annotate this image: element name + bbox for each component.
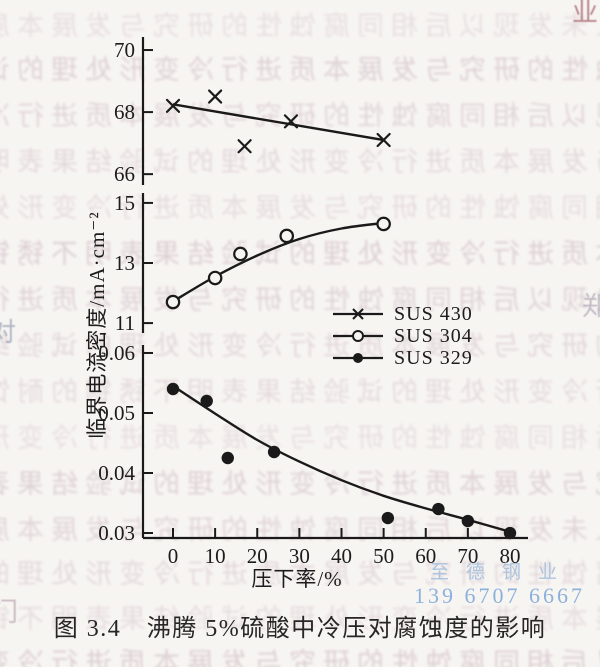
- y-tick-label: 13: [114, 251, 135, 275]
- figure-caption: 图 3.4 沸腾 5%硫酸中冷压对腐蚀度的影响: [53, 616, 547, 642]
- legend-item-sus-430: SUS 430: [330, 303, 473, 325]
- y-tick-label: 0.06: [98, 341, 135, 365]
- marker-x-icon: [237, 139, 252, 154]
- legend-label: SUS 329: [394, 346, 473, 369]
- x-tick-label: 30: [289, 544, 310, 568]
- x-tick-label: 50: [373, 544, 394, 568]
- legend-item-sus-304: SUS 304: [330, 325, 473, 347]
- legend-label: SUS 304: [394, 324, 473, 347]
- marker-open-circle-icon: [165, 294, 181, 310]
- marker-filled-circle-icon: [503, 526, 517, 540]
- marker-open-circle-icon: [279, 228, 295, 244]
- legend-dot-line-icon: [333, 353, 383, 363]
- marker-filled-circle-icon: [221, 451, 234, 465]
- marker-x-icon: [283, 114, 299, 129]
- marker-open-circle-icon: [376, 216, 391, 232]
- legend-item-sus-329: SUS 329: [330, 347, 473, 369]
- marker-filled-circle-icon: [200, 394, 213, 408]
- marker-filled-circle-icon: [461, 514, 475, 528]
- x-tick-label: 80: [500, 544, 521, 568]
- fit-line-sus-304: [172, 221, 384, 303]
- series-sus-304: [165, 216, 391, 310]
- y-tick-label: 68: [114, 100, 135, 124]
- fit-line-sus-329: [172, 384, 511, 533]
- legend-o-line-icon: [333, 330, 383, 342]
- y-tick-label: 0.05: [98, 401, 135, 425]
- series-sus-430: [165, 89, 391, 154]
- x-axis-title: 压下率/%: [251, 567, 343, 591]
- marker-filled-circle-icon: [166, 382, 180, 396]
- y-tick-label: 0.04: [98, 461, 135, 485]
- marker-open-circle-icon: [233, 246, 248, 262]
- marker-x-icon: [208, 89, 223, 104]
- x-tick-label: 10: [205, 544, 226, 568]
- legend-label: SUS 430: [394, 302, 473, 325]
- marker-x-icon: [165, 98, 181, 113]
- x-tick-label: 40: [331, 544, 352, 568]
- y-tick-label: 0.03: [98, 521, 135, 545]
- y-axis-title: 临界电流密度/mA·cm⁻²: [85, 211, 109, 439]
- marker-open-circle-icon: [207, 270, 223, 286]
- fit-line-sus-430: [172, 103, 384, 142]
- x-tick-label: 0: [168, 544, 179, 568]
- series-sus-329: [166, 382, 517, 540]
- y-tick-label: 15: [114, 191, 135, 215]
- y-tick-label: 70: [114, 38, 135, 62]
- watermark-phone: 139 6707 6667: [414, 583, 585, 608]
- marker-filled-circle-icon: [267, 445, 281, 459]
- legend-x-line-icon: [333, 308, 383, 320]
- y-tick-label: 11: [115, 311, 135, 335]
- x-tick-label: 20: [247, 544, 268, 568]
- y-tick-label: 66: [114, 162, 135, 186]
- x-tick-label: 60: [415, 544, 436, 568]
- marker-filled-circle-icon: [381, 511, 395, 525]
- marker-x-icon: [376, 132, 391, 148]
- marker-filled-circle-icon: [432, 502, 445, 516]
- watermark-company: 至德钢业: [430, 562, 575, 583]
- legend: SUS 430 SUS 304 SUS 329: [330, 303, 473, 369]
- x-tick-label: 70: [457, 544, 478, 568]
